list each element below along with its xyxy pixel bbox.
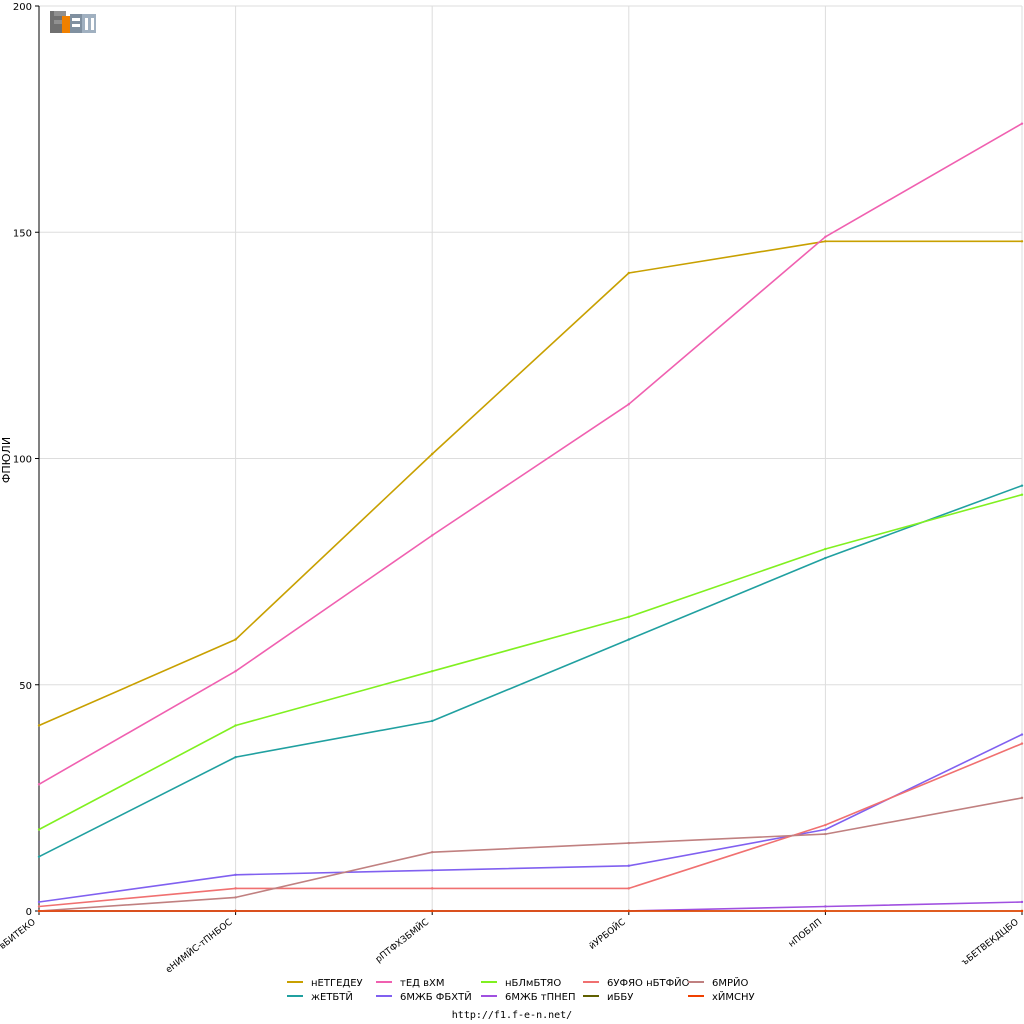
data-point: [1020, 796, 1024, 800]
data-point: [824, 235, 827, 238]
data-point: [1020, 240, 1024, 243]
series-line: [38, 733, 1023, 903]
data-point: [37, 905, 41, 908]
data-point: [37, 724, 41, 727]
series-line: [38, 122, 1023, 785]
data-point: [627, 403, 630, 406]
legend-label: 6МРЙО: [712, 976, 749, 989]
series-line: [38, 493, 1023, 831]
data-point: [627, 615, 630, 619]
data-point: [1020, 742, 1024, 745]
y-tick-label: 50: [19, 681, 32, 692]
legend-label: жЕТБТЙ: [311, 990, 353, 1003]
series-line: [38, 484, 1023, 858]
series-lines: [37, 122, 1024, 913]
data-point: [37, 900, 41, 904]
footer-url[interactable]: http://f1.f-e-n.net/: [451, 1010, 573, 1021]
data-point: [627, 271, 630, 275]
data-point: [824, 547, 827, 551]
data-point: [824, 828, 827, 831]
data-point: [824, 240, 827, 243]
site-logo: [48, 8, 100, 36]
grid-lines: [38, 5, 1023, 912]
data-point: [431, 869, 434, 872]
data-point: [1020, 900, 1024, 904]
data-point: [37, 828, 41, 831]
legend-label: 6МЖБ ФБХТЙ: [400, 990, 472, 1003]
data-point: [431, 669, 434, 673]
legend-label: 6МЖБ тПНЕП: [505, 992, 576, 1003]
y-tick-label: 200: [13, 2, 32, 13]
axes: [35, 5, 1023, 915]
data-point: [431, 850, 434, 854]
y-axis-label: ФПЮЛИ: [0, 437, 13, 483]
data-point: [234, 755, 237, 759]
data-point: [824, 905, 827, 908]
legend-label: 6УФЯО нБТФЙО: [607, 976, 690, 989]
x-tick-label: рПТФХЗБМЙС: [373, 916, 431, 965]
series-line: [38, 240, 1022, 727]
y-tick-labels: 0 50 100 150 200: [13, 2, 32, 918]
data-point: [824, 832, 827, 836]
x-tick-label: йУРБОЙС: [586, 916, 627, 952]
data-point: [234, 909, 237, 913]
series-line: [38, 797, 1023, 912]
legend-label: хЙМСНУ: [712, 990, 755, 1003]
x-tick-labels: вБИТЕКО еНИМЙС-тПНБОС рПТФХЗБМЙС йУРБОЙС нПО…: [0, 916, 1021, 976]
y-tick-label: 0: [26, 907, 32, 918]
data-point: [431, 534, 434, 537]
data-point: [1020, 909, 1024, 913]
data-point: [824, 556, 827, 560]
data-point: [234, 669, 237, 673]
series-line: [38, 742, 1023, 908]
data-point: [627, 887, 630, 890]
data-point: [431, 719, 434, 723]
data-point: [37, 855, 41, 858]
series-line: [39, 901, 1023, 912]
data-point: [234, 638, 237, 641]
data-point: [234, 724, 237, 727]
x-tick-label: нПОБЛП: [787, 917, 824, 949]
data-point: [1020, 493, 1024, 496]
legend: нЕТГЕДЕУ тЕД вХМ нБЛмБТЯО 6УФЯО нБТФЙО 6МРЙО…: [287, 976, 755, 1003]
data-point: [37, 909, 41, 913]
x-tick-label: вБИТЕКО: [0, 917, 38, 951]
data-point: [234, 887, 237, 890]
data-point: [824, 909, 827, 913]
y-tick-label: 150: [13, 228, 32, 239]
x-tick-label: ъБЕТВЕКДЦБО: [960, 917, 1021, 968]
data-point: [627, 638, 630, 641]
legend-label: нБЛмБТЯО: [505, 978, 561, 989]
data-point: [431, 909, 434, 913]
data-point: [824, 823, 827, 827]
data-point: [627, 864, 630, 867]
legend-label: иББУ: [607, 992, 633, 1003]
data-point: [627, 841, 630, 845]
legend-label: тЕД вХМ: [400, 978, 445, 989]
legend-label: нЕТГЕДЕУ: [311, 978, 363, 989]
data-point: [37, 783, 41, 786]
x-tick-label: еНИМЙС-тПНБОС: [163, 916, 235, 976]
data-point: [431, 887, 434, 890]
data-point: [1020, 122, 1024, 125]
data-point: [431, 452, 434, 456]
data-point: [234, 873, 237, 876]
data-point: [234, 896, 237, 899]
y-tick-label: 100: [13, 455, 32, 466]
data-point: [627, 909, 630, 913]
data-point: [1020, 484, 1024, 487]
data-point: [1020, 733, 1024, 736]
